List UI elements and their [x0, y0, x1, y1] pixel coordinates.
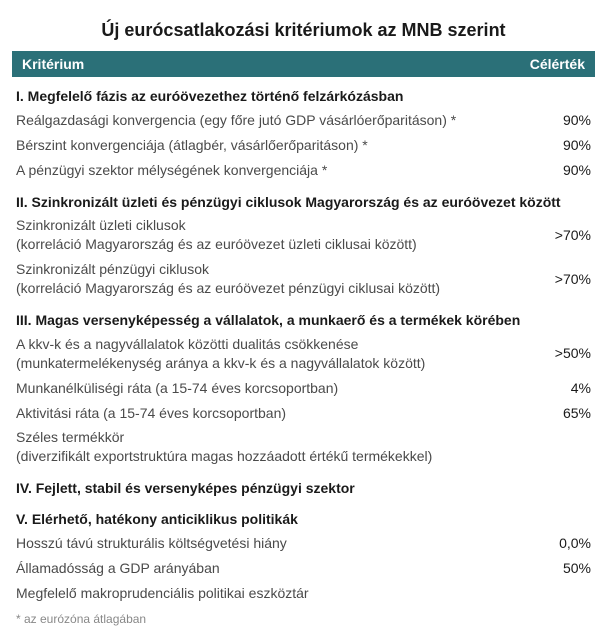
row-value: 90% — [531, 111, 591, 130]
table-row: A pénzügyi szektor mélységének konvergen… — [12, 158, 595, 183]
section-heading: V. Elérhető, hatékony anticiklikus polit… — [12, 500, 595, 531]
row-label: Munkanélküliségi ráta (a 15-74 éves korc… — [16, 379, 531, 398]
row-label: A kkv-k és a nagyvállalatok közötti dual… — [16, 335, 531, 373]
table-row: Széles termékkör(diverzifikált exportstr… — [12, 425, 595, 469]
row-value: >70% — [531, 226, 591, 245]
row-label: Széles termékkör(diverzifikált exportstr… — [16, 428, 531, 466]
table-body: I. Megfelelő fázis az euróövezethez tört… — [12, 77, 595, 606]
header-left: Kritérium — [22, 56, 84, 72]
section-heading: IV. Fejlett, stabil és versenyképes pénz… — [12, 469, 595, 500]
table-row: Szinkronizált üzleti ciklusok(korreláció… — [12, 213, 595, 257]
footnote: * az eurózóna átlagában — [12, 606, 595, 626]
row-label: Államadósság a GDP arányában — [16, 559, 531, 578]
table-header: Kritérium Célérték — [12, 51, 595, 77]
row-value: 50% — [531, 559, 591, 578]
row-label: Bérszint konvergenciája (átlagbér, vásár… — [16, 136, 531, 155]
section-heading: I. Megfelelő fázis az euróövezethez tört… — [12, 77, 595, 108]
row-value: >50% — [531, 344, 591, 363]
row-label: Szinkronizált üzleti ciklusok(korreláció… — [16, 216, 531, 254]
row-value: 65% — [531, 404, 591, 423]
row-value: 90% — [531, 161, 591, 180]
section-heading: III. Magas versenyképesség a vállalatok,… — [12, 301, 595, 332]
table-row: Aktivitási ráta (a 15-74 éves korcsoport… — [12, 401, 595, 426]
row-label: Megfelelő makroprudenciális politikai es… — [16, 584, 531, 603]
table-row: Bérszint konvergenciája (átlagbér, vásár… — [12, 133, 595, 158]
table-row: Munkanélküliségi ráta (a 15-74 éves korc… — [12, 376, 595, 401]
row-value: >70% — [531, 270, 591, 289]
row-label: Aktivitási ráta (a 15-74 éves korcsoport… — [16, 404, 531, 423]
table-row: Államadósság a GDP arányában50% — [12, 556, 595, 581]
table-row: Hosszú távú strukturális költségvetési h… — [12, 531, 595, 556]
header-right: Célérték — [530, 56, 585, 72]
row-label: Hosszú távú strukturális költségvetési h… — [16, 534, 531, 553]
section-heading: II. Szinkronizált üzleti és pénzügyi cik… — [12, 183, 595, 214]
row-label: A pénzügyi szektor mélységének konvergen… — [16, 161, 531, 180]
table-row: Megfelelő makroprudenciális politikai es… — [12, 581, 595, 606]
page-title: Új eurócsatlakozási kritériumok az MNB s… — [12, 12, 595, 51]
row-value: 90% — [531, 136, 591, 155]
row-label: Szinkronizált pénzügyi ciklusok(korrelác… — [16, 260, 531, 298]
row-value: 0,0% — [531, 534, 591, 553]
table-row: A kkv-k és a nagyvállalatok közötti dual… — [12, 332, 595, 376]
row-label: Reálgazdasági konvergencia (egy főre jut… — [16, 111, 531, 130]
table-row: Szinkronizált pénzügyi ciklusok(korrelác… — [12, 257, 595, 301]
table-row: Reálgazdasági konvergencia (egy főre jut… — [12, 108, 595, 133]
row-value: 4% — [531, 379, 591, 398]
